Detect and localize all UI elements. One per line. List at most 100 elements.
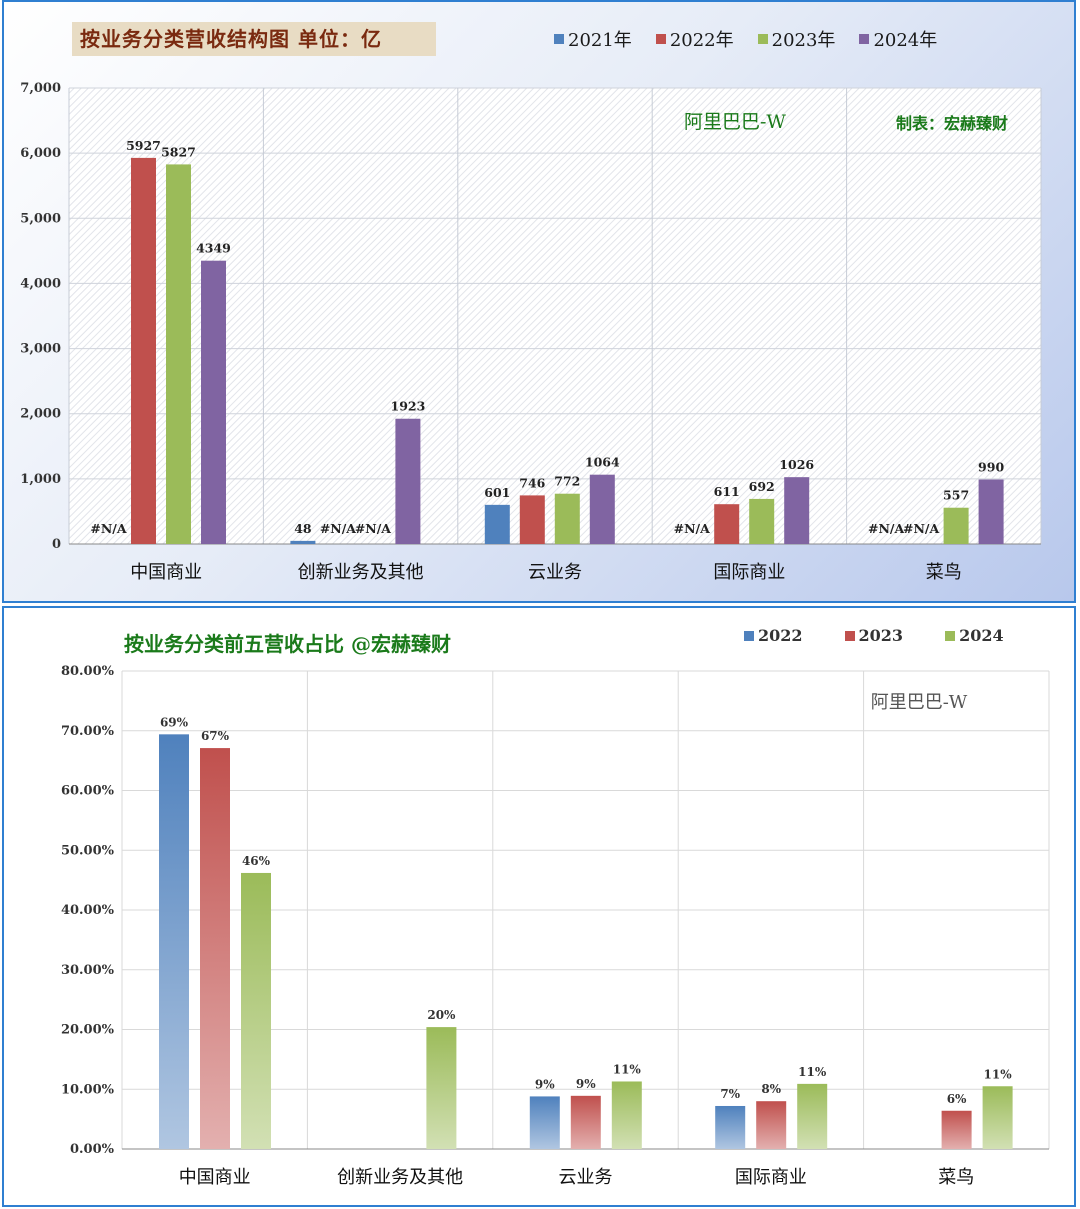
y-tick-label: 2,000 bbox=[20, 407, 61, 422]
data-label: #N/A bbox=[320, 521, 356, 536]
y-tick-label: 50.00% bbox=[61, 843, 115, 858]
bar-a-1-2 bbox=[519, 495, 545, 544]
data-label: 772 bbox=[554, 474, 580, 489]
data-label: #N/A bbox=[355, 521, 391, 536]
data-label: 7% bbox=[720, 1087, 740, 1101]
x-category-label: 中国商业 bbox=[130, 562, 202, 583]
data-label: 5827 bbox=[161, 144, 196, 159]
chart-title: 按业务分类前五营收占比 @宏赫臻财 bbox=[124, 632, 451, 656]
legend-item-b-0: 2022 bbox=[744, 626, 803, 645]
y-tick-label: 20.00% bbox=[61, 1023, 115, 1038]
chart-legend: 2022 2023 2024 bbox=[744, 626, 1046, 645]
y-tick-label: 1,000 bbox=[20, 472, 61, 487]
legend-swatch bbox=[844, 630, 855, 641]
data-label: 48 bbox=[294, 521, 312, 536]
data-label: #N/A bbox=[674, 521, 710, 536]
x-category-label: 中国商业 bbox=[179, 1167, 251, 1188]
revenue-share-chart: 0.00% 10.00% 20.00% 30.00% 40.00% 50.00% 60.00… bbox=[61, 664, 1050, 1188]
x-category-label: 国际商业 bbox=[735, 1167, 807, 1188]
legend-swatch bbox=[554, 34, 564, 44]
data-label: #N/A bbox=[903, 521, 939, 536]
y-tick-label: 0 bbox=[52, 537, 61, 552]
data-label: 11% bbox=[798, 1065, 827, 1079]
legend-item-b-2: 2024 bbox=[945, 626, 1004, 645]
revenue-structure-panel: 按业务分类营收结构图 单位：亿 2021年 2022年 2023年 2024年 0 1,… bbox=[2, 0, 1076, 603]
legend-swatch bbox=[655, 34, 666, 44]
bar-b-0-0 bbox=[159, 734, 189, 1149]
chart-title: 按业务分类营收结构图 单位：亿 bbox=[72, 22, 436, 56]
x-category-label: 云业务 bbox=[559, 1167, 613, 1188]
y-tick-label: 60.00% bbox=[61, 784, 115, 799]
bar-a-2-4 bbox=[943, 507, 969, 544]
legend-swatch bbox=[744, 630, 754, 641]
revenue-share-panel: 按业务分类前五营收占比 @宏赫臻财 2022 2023 2024 0.00% 10.0… bbox=[2, 606, 1076, 1207]
x-category-label: 国际商业 bbox=[713, 562, 785, 583]
bar-b-0-2 bbox=[529, 1096, 560, 1149]
legend-item-a-1: 2022年 bbox=[655, 26, 734, 52]
legend-label: 2022年 bbox=[669, 30, 734, 51]
data-label: 990 bbox=[978, 460, 1004, 475]
legend-swatch bbox=[945, 630, 956, 641]
bar-a-1-0 bbox=[131, 157, 156, 544]
y-tick-label: 10.00% bbox=[61, 1082, 115, 1097]
bar-b-0-3 bbox=[715, 1105, 746, 1149]
data-label: 746 bbox=[519, 475, 545, 490]
bar-b-1-4 bbox=[941, 1110, 972, 1149]
y-tick-label: 7,000 bbox=[20, 81, 61, 96]
data-label: 5927 bbox=[126, 138, 161, 153]
data-label: 69% bbox=[160, 715, 189, 729]
legend-label: 2024 bbox=[959, 626, 1004, 645]
chart-annotation: 阿里巴巴-W bbox=[871, 692, 968, 713]
x-category-label: 创新业务及其他 bbox=[337, 1167, 463, 1188]
data-label: 4349 bbox=[196, 241, 231, 256]
data-label: 601 bbox=[484, 485, 510, 500]
data-label: 8% bbox=[761, 1082, 781, 1096]
legend-label: 2023 bbox=[858, 626, 904, 645]
bar-a-3-1 bbox=[395, 418, 421, 544]
bar-a-3-4 bbox=[978, 479, 1004, 544]
data-label: 1064 bbox=[585, 455, 620, 470]
data-label: #N/A bbox=[868, 521, 904, 536]
y-tick-label: 0.00% bbox=[70, 1142, 115, 1157]
bar-a-3-0 bbox=[201, 260, 226, 544]
bar-a-2-0 bbox=[166, 164, 191, 544]
bar-b-1-0 bbox=[200, 748, 230, 1149]
data-label: #N/A bbox=[90, 521, 126, 536]
legend-label: 2022 bbox=[758, 626, 803, 645]
chart-annotation: 制表：宏赫臻财 bbox=[896, 114, 1008, 133]
bar-b-1-2 bbox=[570, 1095, 601, 1149]
bar-a-1-3 bbox=[714, 504, 740, 544]
bar-a-3-3 bbox=[784, 477, 810, 544]
bar-b-1-3 bbox=[756, 1101, 787, 1149]
y-tick-label: 5,000 bbox=[20, 211, 61, 226]
bar-a-0-2 bbox=[484, 504, 510, 544]
plot-area bbox=[69, 88, 1041, 544]
legend-swatch bbox=[859, 34, 870, 44]
x-category-label: 菜鸟 bbox=[926, 562, 962, 583]
y-tick-label: 80.00% bbox=[61, 664, 115, 679]
data-label: 67% bbox=[201, 729, 230, 743]
y-tick-label: 3,000 bbox=[20, 342, 61, 357]
legend-item-a-3: 2024年 bbox=[859, 26, 937, 52]
y-tick-label: 40.00% bbox=[61, 903, 115, 918]
data-label: 692 bbox=[749, 479, 775, 494]
legend-label: 2023年 bbox=[771, 30, 836, 51]
data-label: 11% bbox=[984, 1067, 1013, 1081]
data-label: 1923 bbox=[391, 399, 426, 414]
x-category-label: 云业务 bbox=[528, 562, 582, 583]
legend-label: 2024年 bbox=[873, 30, 938, 51]
legend-swatch bbox=[757, 34, 768, 44]
chart-legend: 2021年 2022年 2023年 2024年 bbox=[554, 26, 961, 52]
bar-b-2-2 bbox=[611, 1081, 642, 1149]
y-tick-label: 30.00% bbox=[61, 963, 115, 978]
bar-b-2-3 bbox=[797, 1083, 828, 1149]
legend-item-b-1: 2023 bbox=[844, 626, 904, 645]
data-label: 9% bbox=[576, 1077, 596, 1091]
data-label: 6% bbox=[947, 1092, 967, 1106]
chart-annotation: 阿里巴巴-W bbox=[684, 111, 786, 133]
legend-item-a-2: 2023年 bbox=[757, 26, 836, 52]
data-label: 20% bbox=[427, 1008, 456, 1022]
bar-a-3-2 bbox=[589, 474, 615, 544]
data-label: 557 bbox=[943, 488, 969, 503]
x-category-label: 菜鸟 bbox=[938, 1167, 974, 1188]
